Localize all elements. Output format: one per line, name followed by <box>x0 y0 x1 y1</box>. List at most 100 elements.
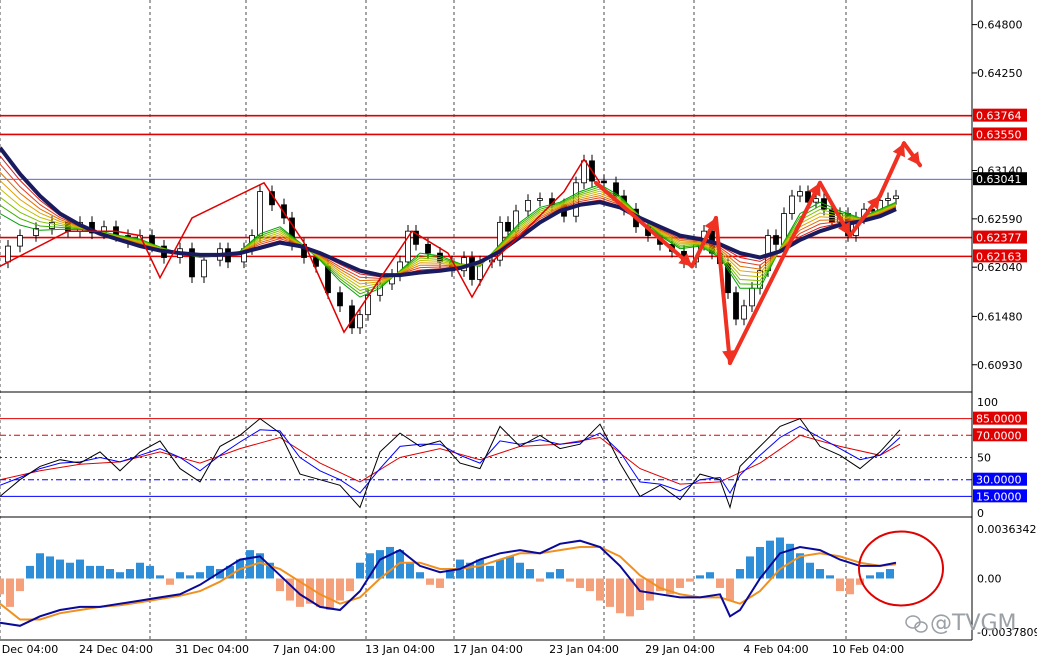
stoch-badge-label: 15.0000 <box>976 490 1022 503</box>
macd-bar <box>756 546 764 579</box>
stoch-d-slow-line <box>0 434 901 485</box>
stoch-tick-label: 100 <box>977 396 998 409</box>
price-panel[interactable]: 0.648000.642500.631400.625900.620400.614… <box>0 19 1027 372</box>
macd-axis: 0.0036342 0.00 -0.0037809 <box>977 523 1037 639</box>
macd-bar <box>416 572 424 579</box>
slow-ma-line <box>0 146 897 278</box>
macd-bar <box>576 578 584 588</box>
macd-bar <box>856 578 864 585</box>
vertical-grid <box>0 0 847 640</box>
arrow-head <box>808 182 821 197</box>
ribbon-line <box>0 186 897 295</box>
macd-bar <box>6 578 14 607</box>
time-axis-label: 31 Dec 04:00 <box>175 643 249 656</box>
macd-bar <box>736 569 744 579</box>
time-axis-label: 17 Jan 04:00 <box>453 643 523 656</box>
arrow-head <box>838 221 850 236</box>
arrow-head <box>867 196 880 210</box>
stoch-badge-label: 85.0000 <box>976 413 1022 426</box>
watermark: @TVGM <box>930 611 1017 636</box>
candle-body <box>601 180 607 184</box>
forecast-arrow <box>594 180 694 269</box>
candle-body <box>201 259 207 278</box>
price-badge-label: 0.62163 <box>976 250 1022 263</box>
macd-bar <box>36 553 44 579</box>
highlight-ellipse <box>858 530 944 607</box>
macd-lines <box>0 539 897 627</box>
macd-bar <box>386 546 394 579</box>
macd-bar <box>866 575 874 579</box>
price-tick-label: 0.61480 <box>977 310 1023 323</box>
macd-bar <box>656 578 664 592</box>
price-badge <box>973 249 1027 263</box>
macd-bar <box>616 578 624 614</box>
macd-bar <box>406 562 414 579</box>
stochastic-panel[interactable]: 100 50 0 85.0000 70.0000 30.0000 15.0000 <box>0 396 1027 520</box>
macd-bar <box>66 562 74 579</box>
macd-bar <box>496 559 504 579</box>
macd-bar <box>326 578 334 611</box>
price-badge-label: 0.63550 <box>976 128 1022 141</box>
macd-bar <box>336 578 344 601</box>
macd-bar <box>276 578 284 592</box>
arrow-head <box>678 253 692 267</box>
candle-body <box>537 198 543 201</box>
macd-bar <box>166 578 174 585</box>
stoch-lines <box>0 417 901 510</box>
ribbon-line <box>0 184 897 298</box>
forecast-arrow <box>714 215 732 365</box>
macd-bar <box>556 569 564 579</box>
macd-bar <box>486 565 494 579</box>
candle-body <box>5 245 11 263</box>
macd-bar <box>436 578 444 588</box>
candle-body <box>505 221 511 232</box>
candle-body <box>405 230 411 263</box>
stoch-tick-label: 50 <box>977 452 991 465</box>
time-axis-label: 7 Jan 04:00 <box>273 643 336 656</box>
macd-bar <box>806 562 814 579</box>
macd-bar <box>686 578 694 582</box>
stoch-badge <box>973 411 1027 425</box>
macd-bar <box>156 575 164 579</box>
ribbon-line <box>0 188 897 288</box>
macd-bar <box>796 553 804 579</box>
macd-bar <box>106 569 114 579</box>
candle-body <box>805 191 811 203</box>
arrow-head <box>704 218 717 232</box>
candle-body <box>893 195 899 200</box>
macd-bar <box>266 562 274 579</box>
macd-bar <box>676 578 684 588</box>
candle-body <box>469 257 475 280</box>
candle-body <box>733 292 739 320</box>
macd-bar <box>96 565 104 579</box>
wechat-icon <box>905 615 928 633</box>
macd-bar <box>546 572 554 579</box>
macd-bar <box>86 565 94 579</box>
macd-bar <box>476 559 484 579</box>
macd-bar <box>816 569 824 579</box>
candle-body <box>613 182 619 197</box>
candle-body <box>797 191 803 197</box>
stoch-axis: 100 50 0 <box>977 396 998 520</box>
macd-bar <box>396 550 404 579</box>
candle-body <box>257 191 263 236</box>
macd-bar <box>76 559 84 579</box>
macd-bar <box>876 572 884 579</box>
macd-bar <box>776 537 784 579</box>
macd-bar <box>726 578 734 601</box>
macd-bar <box>126 569 134 579</box>
macd-line <box>0 539 897 627</box>
macd-bar <box>746 556 754 579</box>
price-tick-label: 0.60930 <box>977 359 1023 372</box>
zigzag-line <box>0 157 601 334</box>
macd-bar <box>186 575 194 579</box>
ma-ribbon <box>0 146 897 298</box>
time-axis-label: 13 Jan 04:00 <box>365 643 435 656</box>
macd-bar <box>206 565 214 579</box>
zigzag-path <box>0 157 601 334</box>
macd-bar <box>26 565 34 579</box>
macd-bar <box>226 565 234 579</box>
price-badge-label: 0.62377 <box>976 232 1022 245</box>
macd-bar <box>346 578 354 592</box>
macd-panel[interactable]: 0.0036342 0.00 -0.0037809 <box>0 523 1037 639</box>
